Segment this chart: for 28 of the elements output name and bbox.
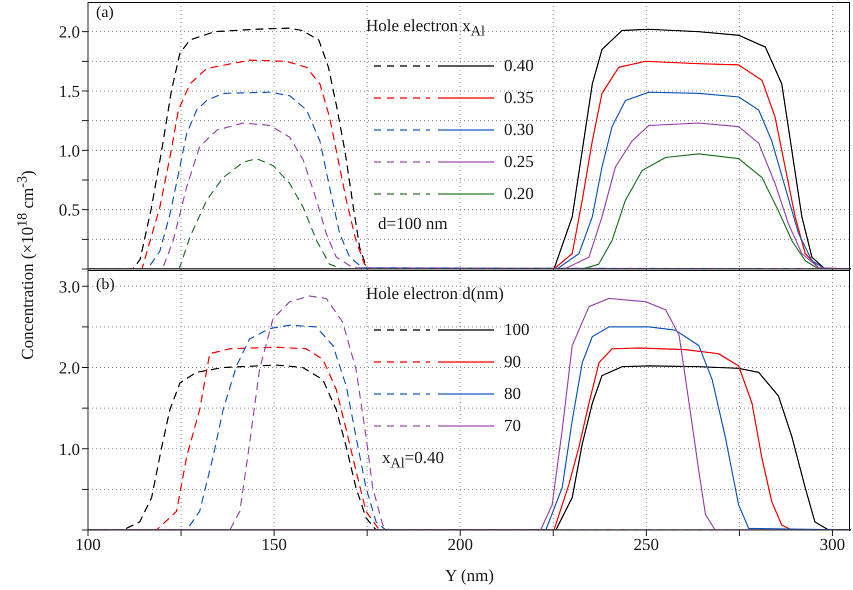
legend-label: 100 (504, 320, 530, 340)
x-tick-label: 100 (75, 535, 101, 554)
y-tick-label: 2.0 (58, 22, 80, 42)
legend-label: 0.35 (504, 88, 534, 108)
y-tick-label: 2.0 (58, 358, 80, 378)
y-tick-label: 3.0 (58, 277, 80, 296)
y-tick-label: 0.5 (58, 200, 80, 220)
y-tick-label: 1.0 (58, 141, 80, 160)
legend-label: 0.20 (504, 184, 534, 204)
x-tick-label: 200 (447, 535, 473, 554)
y-tick-label: 1.5 (58, 82, 80, 102)
legend-label: 0.30 (504, 120, 534, 140)
legend-label: 80 (504, 384, 521, 404)
legend-label: 0.40 (504, 56, 534, 76)
x-tick-label: 300 (820, 535, 846, 554)
x-tick-label: 150 (261, 535, 287, 554)
annotation: d=100 nm (378, 214, 448, 233)
legend-title: Hole electron d(nm) (366, 284, 504, 303)
annotation: x$_{Al}$=0.40 (382, 448, 444, 472)
x-axis-title: Y (nm) (445, 566, 494, 585)
y-tick-label: 1.0 (58, 440, 80, 459)
annotation: (a) (96, 4, 114, 21)
legend-label: 0.25 (504, 152, 534, 172)
legend-label: 70 (504, 416, 521, 436)
legend-label: 90 (504, 352, 521, 372)
legend-title: Hole electron x$_{Al}$ (366, 16, 485, 40)
annotation: (b) (96, 276, 115, 293)
x-tick-label: 250 (634, 535, 660, 554)
